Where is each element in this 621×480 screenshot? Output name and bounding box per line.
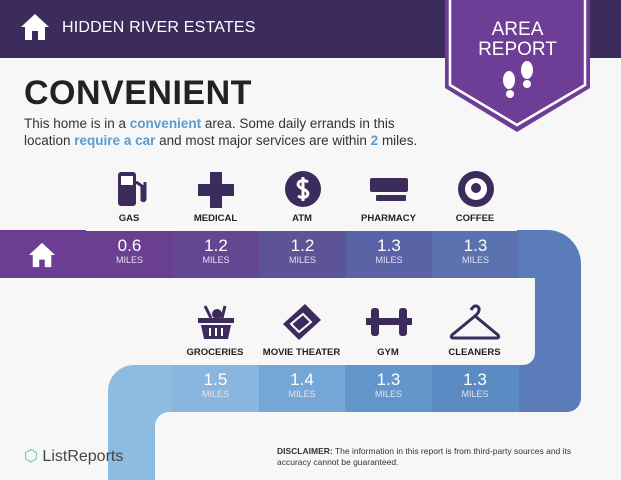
distance-segment: 0.6 MILES: [86, 231, 173, 278]
description: This home is in a convenient area. Some …: [24, 116, 418, 148]
gas-pump-icon: [86, 170, 173, 213]
dollar-icon: [259, 170, 346, 213]
category-label: ATM: [292, 213, 312, 224]
home-icon: [21, 14, 49, 40]
distance-value: 1.2: [290, 236, 315, 255]
distance-value: 1.4: [290, 370, 314, 389]
footprints-icon: [503, 61, 533, 98]
distance-segment: 1.2 MILES: [172, 231, 260, 278]
category-label: GROCERIES: [186, 347, 244, 358]
distance-unit: MILES: [374, 389, 402, 399]
category-label: CLEANERS: [448, 347, 501, 358]
medical-cross-icon: [173, 170, 260, 213]
distance-value: 1.5: [203, 370, 228, 389]
category-label: MOVIE THEATER: [262, 347, 341, 358]
distance-segment: 1.4 MILES: [258, 365, 346, 412]
disclaimer: DISCLAIMER: The information in this repo…: [277, 446, 572, 467]
distance-segment: 1.3 MILES: [345, 365, 432, 412]
distance-unit: MILES: [201, 389, 229, 399]
hanger-icon: [432, 302, 519, 347]
distance-value: 1.3: [376, 370, 401, 389]
dumbbell-icon: [345, 302, 432, 347]
basket-icon: [172, 302, 259, 347]
distance-value: 1.2: [204, 236, 228, 255]
category-label: GAS: [118, 213, 140, 224]
distance-unit: MILES: [288, 389, 316, 399]
distance-unit: MILES: [115, 255, 143, 265]
distance-value: 1.3: [463, 370, 487, 389]
category-label: COFFEE: [455, 213, 495, 224]
distance-value: 0.6: [117, 236, 142, 255]
badge-title: AREA REPORT: [478, 19, 557, 60]
home-icon: [29, 242, 55, 268]
category-label: GYM: [377, 347, 399, 358]
distance-unit: MILES: [288, 255, 316, 265]
distance-value: 1.3: [463, 236, 488, 255]
distance-segment: 1.2 MILES: [259, 231, 346, 278]
distance-unit: MILES: [461, 255, 489, 265]
area-report-badge: [445, 0, 590, 132]
distance-segment: 1.3 MILES: [432, 231, 519, 278]
listreports-logo: ⬡ ListReports: [24, 448, 124, 465]
page-title: CONVENIENT: [24, 74, 252, 112]
ticket-icon: [259, 302, 346, 347]
distance-unit: MILES: [461, 389, 489, 399]
distance-unit: MILES: [375, 255, 403, 265]
distance-segment: 1.3 MILES: [431, 365, 519, 412]
category-label: PHARMACY: [361, 213, 416, 224]
distance-segment: 1.3 MILES: [345, 231, 433, 278]
distance-unit: MILES: [202, 255, 230, 265]
category-label: MEDICAL: [193, 213, 238, 224]
distance-value: 1.3: [377, 236, 401, 255]
distance-segment: 1.5 MILES: [172, 365, 259, 412]
brand-name: HIDDEN RIVER ESTATES: [62, 19, 256, 36]
cvs-pharmacy-logo: [346, 170, 433, 213]
starbucks-logo: [432, 170, 519, 213]
path-left-inner: [155, 412, 195, 480]
